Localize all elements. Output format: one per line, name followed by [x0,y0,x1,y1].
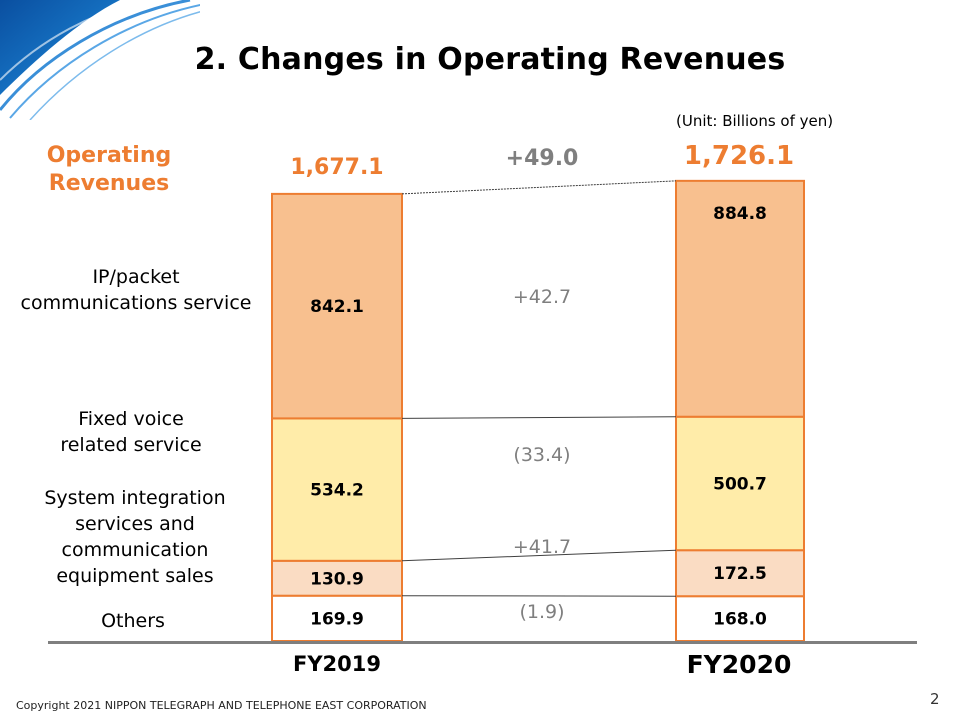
change-system-integration: +41.7 [512,536,572,558]
value-label-fixed-voice-fy2019: 534.2 [310,481,364,501]
category-label-fixed-voice: Fixed voice related service [60,408,202,456]
change-total: +49.0 [505,146,579,171]
value-label-system-integration-fy2020: 172.5 [713,564,767,584]
change-fixed-voice: (33.4) [513,444,571,466]
total-label-fy2019: 1,677.1 [290,155,384,180]
unit-label: (Unit: Billions of yen) [676,112,834,130]
value-label-fixed-voice-fy2020: 500.7 [713,474,767,494]
bar-segment-fixed-voice-fy2019 [271,417,403,562]
bar-segment-others-fy2019 [271,594,403,642]
operating-revenues-label: Operating Revenues [46,143,172,196]
value-label-system-integration-fy2019: 130.9 [310,569,364,589]
corner-swoosh-graphic [0,0,200,120]
connector-line-system-integration [401,549,677,562]
connector-line-others [401,595,677,597]
value-label-others-fy2019: 169.9 [310,609,364,629]
connector-line-ip-packet [401,180,677,195]
category-label-system-integration: System integration services and communic… [44,487,226,587]
bar-segment-ip-packet-fy2020 [675,179,805,418]
bar-segment-others-fy2020 [675,595,805,642]
connector-line-fixed-voice [401,416,677,419]
page-title: 2. Changes in Operating Revenues [194,42,786,77]
bar-segment-fixed-voice-fy2020 [675,415,805,552]
change-ip-packet: +42.7 [512,286,572,308]
copyright-text: Copyright 2021 NIPPON TELEGRAPH AND TELE… [16,699,427,712]
value-label-ip-packet-fy2020: 884.8 [713,204,767,224]
total-label-fy2020: 1,726.1 [683,141,795,171]
bar-segment-system-integration-fy2019 [271,559,403,597]
value-label-others-fy2020: 168.0 [713,610,767,630]
bar-segment-system-integration-fy2020 [675,549,805,598]
category-label-others: Others [101,610,165,632]
page-number: 2 [930,690,940,708]
category-label-ip-packet: IP/packet communications service [20,266,252,314]
change-others: (1.9) [519,601,565,623]
x-label-fy2019: FY2019 [293,652,381,676]
bar-segment-ip-packet-fy2019 [271,192,403,420]
x-label-fy2020: FY2020 [686,650,792,679]
value-label-ip-packet-fy2019: 842.1 [310,297,364,317]
